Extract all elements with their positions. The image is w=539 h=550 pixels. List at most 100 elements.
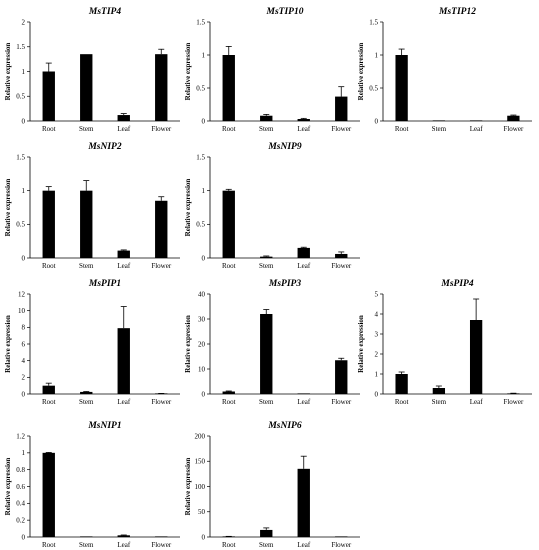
y-tick-label: 150 <box>195 458 206 466</box>
category-label: Flower <box>331 262 352 270</box>
category-label: Stem <box>259 262 274 270</box>
category-label: Leaf <box>117 541 130 549</box>
bar-stem <box>260 314 273 394</box>
bar-leaf <box>297 119 310 121</box>
category-label: Leaf <box>470 398 483 406</box>
bar-stem <box>80 391 93 394</box>
chart-title: MsTIP10 <box>266 7 304 17</box>
y-tick-label: 1.5 <box>16 43 25 51</box>
chart-panel-MsTIP4: MsTIP4 0 0.5 1 1.5 2 Relative expression Root St… <box>4 7 180 133</box>
category-label: Flower <box>331 125 352 133</box>
y-tick-label: 4 <box>375 310 379 318</box>
category-label: Root <box>42 262 56 270</box>
category-label: Root <box>222 262 236 270</box>
y-tick-label: 1 <box>22 68 26 76</box>
bar-leaf <box>469 120 483 121</box>
category-label: Leaf <box>297 541 310 549</box>
bar-flower <box>155 536 168 537</box>
bar-flower <box>335 96 348 121</box>
category-label: Stem <box>259 398 274 406</box>
y-tick-label: 0 <box>375 390 379 398</box>
chart-panel-MsNIP6: MsNIP6 0 50 100 150 200 Relative expression Roo… <box>184 421 360 549</box>
bar-root <box>42 190 55 258</box>
y-tick-label: 0.5 <box>16 93 25 101</box>
bar-flower <box>335 360 348 394</box>
y-tick-label: 30 <box>198 315 206 323</box>
category-label: Flower <box>331 398 352 406</box>
y-tick-label: 0.5 <box>196 221 205 229</box>
category-label: Root <box>395 125 409 133</box>
y-axis-title: Relative expression <box>4 43 12 101</box>
chart-title: MsNIP9 <box>267 142 302 152</box>
y-tick-label: 40 <box>198 290 206 298</box>
y-tick-label: 1 <box>202 51 206 59</box>
y-tick-label: 1.2 <box>16 432 25 440</box>
y-tick-label: 1 <box>375 370 379 378</box>
y-tick-label: 6 <box>22 340 26 348</box>
category-label: Leaf <box>297 398 310 406</box>
chart-title: MsNIP6 <box>267 421 302 431</box>
y-tick-label: 0 <box>202 117 206 125</box>
y-tick-label: 0.5 <box>196 84 205 92</box>
category-label: Root <box>395 398 409 406</box>
y-axis-title: Relative expression <box>184 43 192 101</box>
category-label: Flower <box>151 541 172 549</box>
y-tick-label: 0.8 <box>16 466 25 474</box>
y-tick-label: 20 <box>198 340 206 348</box>
y-axis-title: Relative expression <box>4 315 12 373</box>
bar-stem <box>432 120 446 121</box>
chart-panel-MsNIP9: MsNIP9 0 0.5 1 1.5 Relative expression Root Ste… <box>184 142 360 270</box>
category-label: Leaf <box>117 398 130 406</box>
y-tick-label: 0 <box>202 390 206 398</box>
y-tick-label: 2 <box>22 18 26 26</box>
chart-title: MsPIP3 <box>268 279 301 289</box>
bar-stem <box>80 536 93 537</box>
y-tick-label: 0.4 <box>16 500 25 508</box>
bar-flower <box>335 536 348 537</box>
category-label: Root <box>222 541 236 549</box>
y-axis-title: Relative expression <box>357 43 365 101</box>
category-label: Leaf <box>117 125 130 133</box>
category-label: Root <box>222 398 236 406</box>
chart-title: MsNIP2 <box>87 142 122 152</box>
y-tick-label: 2 <box>375 350 379 358</box>
chart-title: MsNIP1 <box>87 421 121 431</box>
y-axis-title: Relative expression <box>184 179 192 237</box>
bar-leaf <box>117 115 130 121</box>
y-tick-label: 1.5 <box>196 153 205 161</box>
y-tick-label: 1.5 <box>16 153 25 161</box>
y-tick-label: 12 <box>18 290 26 298</box>
chart-panel-MsNIP2: MsNIP2 0 0.5 1 1.5 Relative expression Root Ste… <box>4 142 180 270</box>
y-tick-label: 0 <box>375 117 379 125</box>
bar-root <box>395 374 408 394</box>
category-label: Flower <box>151 262 172 270</box>
bar-stem <box>432 388 446 394</box>
category-label: Flower <box>331 541 352 549</box>
bar-root <box>42 452 55 537</box>
bar-leaf <box>117 328 130 394</box>
y-tick-label: 100 <box>195 483 206 491</box>
y-tick-label: 3 <box>375 330 379 338</box>
bar-root <box>42 385 55 394</box>
bar-flower <box>155 200 168 258</box>
category-label: Flower <box>503 125 524 133</box>
bar-stem <box>260 115 273 121</box>
category-label: Stem <box>259 125 274 133</box>
chart-title: MsPIP1 <box>88 279 121 289</box>
y-tick-label: 0.2 <box>16 517 25 525</box>
y-tick-label: 0 <box>22 117 26 125</box>
y-tick-label: 10 <box>18 307 26 315</box>
y-tick-label: 1.5 <box>369 18 378 26</box>
bar-leaf <box>297 468 310 537</box>
category-label: Root <box>42 541 56 549</box>
category-label: Root <box>222 125 236 133</box>
bar-stem <box>260 529 273 537</box>
bar-flower <box>155 54 168 121</box>
category-label: Stem <box>79 398 94 406</box>
y-tick-label: 10 <box>198 365 206 373</box>
bar-root <box>222 55 235 121</box>
y-tick-label: 8 <box>22 324 26 332</box>
y-axis-title: Relative expression <box>184 315 192 373</box>
bar-root <box>222 190 235 258</box>
category-label: Stem <box>79 262 94 270</box>
